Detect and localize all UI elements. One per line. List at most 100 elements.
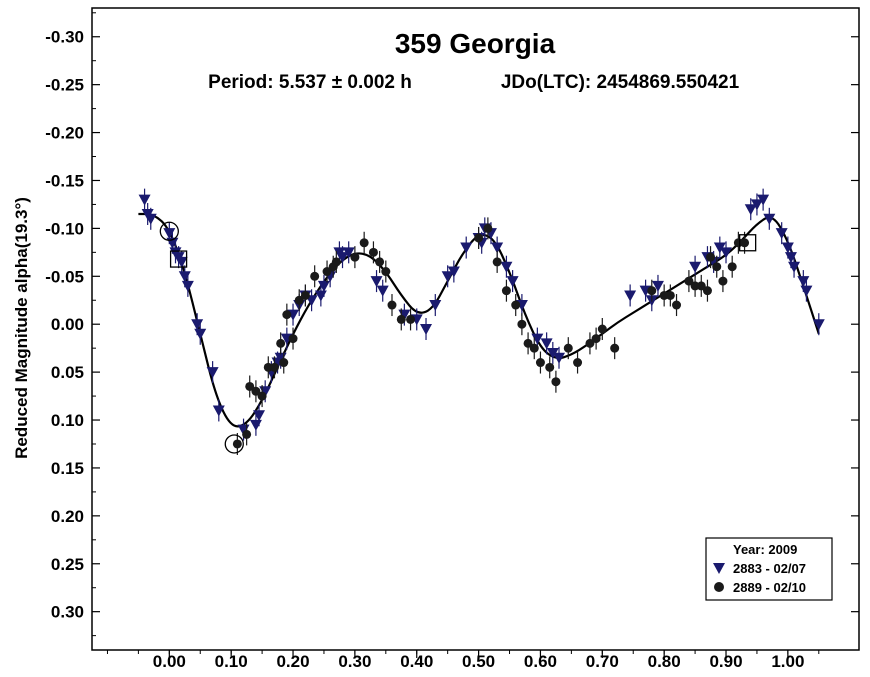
- point-2889: [696, 281, 706, 291]
- point-2883: [744, 204, 757, 216]
- point-2883: [781, 242, 794, 254]
- point-2883: [763, 213, 776, 225]
- x-tick-label: 0.40: [400, 652, 433, 671]
- point-2883: [689, 261, 702, 273]
- point-2883: [206, 367, 219, 379]
- y-axis-ticks: -0.30 -0.25 -0.20 -0.15 -0.10 -0.05 0.00 0.05 0.…: [45, 12, 859, 637]
- x-tick-label: 0.20: [276, 652, 309, 671]
- y-tick-label: -0.15: [45, 171, 84, 190]
- y-tick-label: -0.10: [45, 219, 84, 238]
- point-2889: [610, 343, 620, 353]
- y-tick-label: 0.05: [51, 363, 84, 382]
- highlight-square: [169, 250, 188, 268]
- highlight-circle: [159, 221, 179, 241]
- y-axis-label: Reduced Magnitude alpha(19.3°): [12, 197, 31, 459]
- point-2883: [720, 247, 733, 259]
- point-2889: [523, 338, 533, 348]
- y-tick-label: -0.30: [45, 28, 84, 47]
- point-2883: [540, 338, 553, 350]
- point-2889: [529, 343, 539, 353]
- point-2883: [460, 242, 473, 254]
- point-2883: [651, 280, 664, 292]
- point-2889: [251, 386, 261, 396]
- point-2883: [784, 252, 797, 264]
- point-2889: [375, 257, 385, 267]
- x-tick-label: 0.50: [462, 652, 495, 671]
- point-2883: [317, 280, 330, 292]
- chart-subtitle-period: Period: 5.537 ± 0.002 h: [208, 72, 412, 93]
- point-2889: [396, 314, 406, 324]
- y-tick-label: 0.20: [51, 507, 84, 526]
- y-tick-label: -0.20: [45, 124, 84, 143]
- point-2883: [447, 266, 460, 278]
- y-tick-label: 0.00: [51, 315, 84, 334]
- point-2889: [740, 238, 750, 248]
- point-2889: [282, 310, 292, 320]
- x-tick-label: 1.00: [771, 652, 804, 671]
- point-2883: [420, 324, 433, 335]
- point-2889: [257, 391, 267, 401]
- legend-circle-marker: [714, 582, 724, 592]
- plot-frame: [91, 7, 860, 651]
- point-2883: [144, 213, 157, 225]
- legend-entry-2889: 2889 - 02/10: [733, 580, 806, 595]
- point-2889: [511, 300, 521, 310]
- point-2889: [733, 238, 743, 248]
- point-2883: [500, 261, 513, 273]
- point-2889: [279, 358, 289, 368]
- point-2883: [531, 333, 544, 345]
- point-2889: [727, 262, 737, 272]
- data-points-group: [138, 188, 825, 455]
- point-2889: [659, 290, 669, 300]
- x-tick-label: 0.60: [524, 652, 557, 671]
- point-2889: [535, 358, 545, 368]
- point-2883: [546, 347, 559, 359]
- point-2889: [245, 381, 255, 391]
- point-2883: [800, 285, 813, 297]
- point-2889: [483, 223, 493, 233]
- point-2889: [712, 262, 722, 272]
- point-2889: [310, 271, 320, 281]
- x-tick-label: 0.30: [338, 652, 371, 671]
- point-2883: [812, 319, 825, 331]
- point-2889: [359, 238, 369, 248]
- point-2883: [194, 328, 207, 340]
- x-axis-ticks: 0.00 0.10 0.20 0.30 0.40 0.50 0.60 0.70 0.80 0.90…: [106, 650, 820, 671]
- y-tick-label: 0.30: [51, 603, 84, 622]
- point-2889: [294, 295, 304, 305]
- point-2889: [672, 300, 682, 310]
- point-2889: [517, 319, 527, 329]
- point-2889: [545, 362, 555, 372]
- point-2883: [181, 280, 194, 292]
- point-2889: [597, 324, 607, 334]
- point-2889: [474, 233, 484, 243]
- x-tick-label: 0.80: [648, 652, 681, 671]
- point-2883: [249, 419, 262, 431]
- point-2889: [387, 300, 397, 310]
- point-2889: [551, 377, 561, 387]
- point-2883: [191, 319, 204, 331]
- point-2889: [684, 276, 694, 286]
- point-2883: [553, 352, 566, 364]
- point-2883: [336, 252, 349, 264]
- highlight-square: [739, 234, 757, 252]
- point-2883: [713, 242, 726, 254]
- point-2883: [429, 300, 442, 312]
- x-tick-label: 0.70: [586, 652, 619, 671]
- x-tick-label: 0.10: [215, 652, 248, 671]
- point-2889: [242, 429, 252, 439]
- point-2889: [690, 281, 700, 291]
- point-2883: [757, 194, 770, 206]
- y-tick-label: -0.05: [45, 267, 84, 286]
- point-2883: [253, 410, 266, 422]
- point-2889: [665, 290, 675, 300]
- chart-subtitle-epoch: JDo(LTC): 2454869.550421: [501, 72, 740, 93]
- point-2883: [788, 261, 801, 273]
- point-2883: [624, 290, 637, 302]
- point-2889: [573, 358, 583, 368]
- y-tick-label: 0.15: [51, 459, 84, 478]
- x-tick-label: 0.00: [153, 652, 186, 671]
- legend-triangle-marker: [713, 563, 725, 574]
- point-2883: [138, 194, 151, 206]
